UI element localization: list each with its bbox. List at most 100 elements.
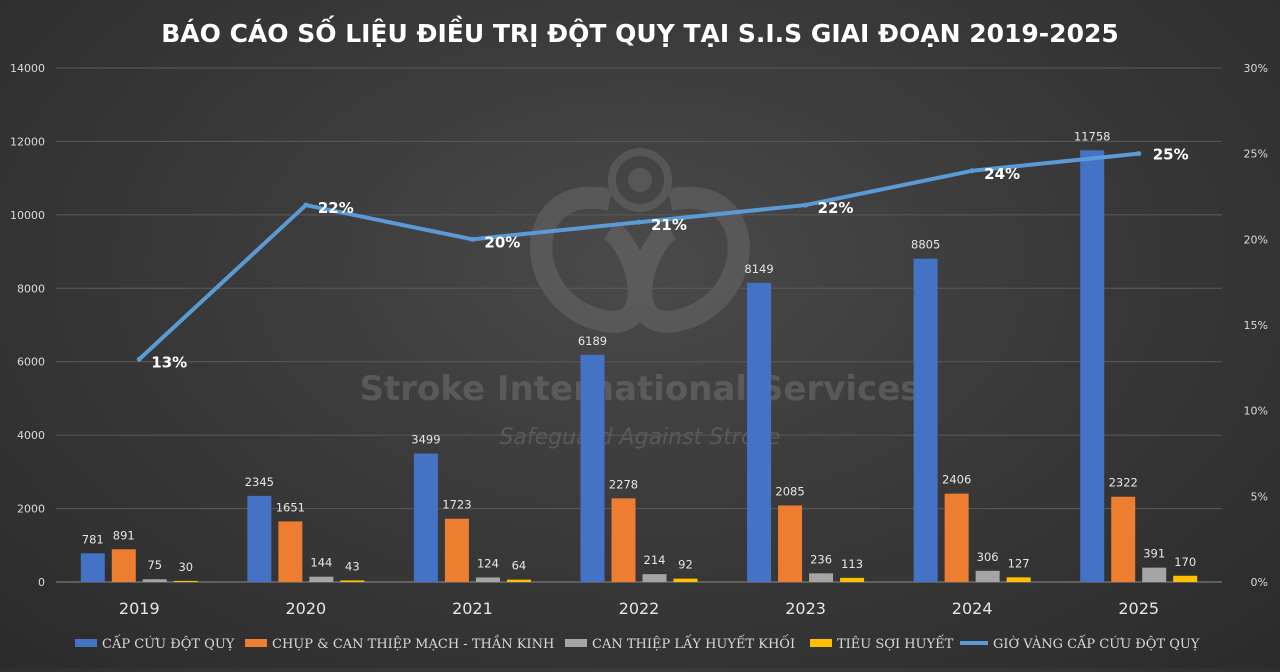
- bar-value-label: 306: [977, 550, 999, 564]
- bar-value-label: 8149: [744, 262, 773, 276]
- watermark-logo-icon: [530, 148, 750, 333]
- bar-value-label: 8805: [911, 238, 940, 252]
- bar-value-label: 92: [678, 558, 693, 572]
- bar: [247, 495, 272, 582]
- category-label: 2023: [785, 599, 826, 618]
- line-value-label: 13%: [151, 353, 187, 371]
- bar: [1006, 577, 1031, 582]
- line-point: [303, 202, 309, 208]
- bar: [913, 258, 938, 582]
- bar-value-label: 43: [345, 559, 360, 573]
- bar: [642, 574, 667, 582]
- bar-value-label: 2278: [609, 477, 638, 491]
- bar-value-label: 2406: [942, 473, 971, 487]
- bar: [747, 282, 772, 582]
- legend-label: CAN THIỆP LẤY HUYẾT KHỐI: [592, 634, 795, 652]
- bar-value-label: 214: [644, 553, 666, 567]
- watermark-tagline: Safeguard Against Stroke: [499, 425, 780, 450]
- line-point: [803, 202, 809, 208]
- bar: [142, 579, 167, 582]
- bar: [111, 549, 136, 582]
- bar-value-label: 113: [841, 557, 863, 571]
- bar: [340, 580, 365, 582]
- bar-value-label: 2345: [245, 475, 274, 489]
- bar: [475, 577, 500, 582]
- left-tick-label: 2000: [17, 503, 45, 516]
- gridlines: [56, 67, 1222, 583]
- bar: [173, 580, 198, 582]
- bar: [673, 578, 698, 582]
- legend-swatch: [75, 639, 97, 647]
- bar-value-label: 2322: [1109, 476, 1138, 490]
- left-tick-label: 12000: [10, 135, 45, 148]
- bar-value-label: 236: [810, 552, 832, 566]
- bar-value-label: 1651: [276, 500, 305, 514]
- bar-value-label: 144: [310, 556, 332, 570]
- bar-value-label: 170: [1174, 555, 1196, 569]
- bar-value-label: 891: [113, 528, 135, 542]
- line-point: [469, 236, 475, 242]
- legend-label: CHỤP & CAN THIỆP MẠCH - THẦN KINH: [272, 634, 554, 652]
- bar: [840, 577, 865, 582]
- bar: [1142, 567, 1167, 582]
- right-tick-label: 20%: [1244, 233, 1268, 246]
- category-label: 2025: [1118, 599, 1159, 618]
- bar: [1080, 150, 1105, 583]
- line-value-label: 25%: [1153, 146, 1189, 164]
- bar: [580, 354, 605, 582]
- bar-value-label: 3499: [411, 433, 440, 447]
- right-axis: 0% 5% 10% 15% 20% 25% 30%: [1244, 62, 1268, 589]
- chart-title: BÁO CÁO SỐ LIỆU ĐIỀU TRỊ ĐỘT QUỴ TẠI S.I…: [161, 15, 1119, 48]
- bar-value-label: 11758: [1074, 129, 1111, 143]
- bar-value-label: 2085: [775, 484, 804, 498]
- category-label: 2019: [119, 599, 160, 618]
- line-point: [136, 356, 142, 362]
- right-tick-label: 0%: [1251, 576, 1268, 589]
- bar: [778, 505, 803, 582]
- bar-value-label: 124: [477, 556, 499, 570]
- bar-value-label: 127: [1008, 556, 1030, 570]
- line-point: [969, 168, 975, 174]
- legend-swatch: [810, 639, 832, 647]
- bar: [944, 493, 969, 582]
- left-tick-label: 10000: [10, 209, 45, 222]
- line-value-label: 20%: [484, 233, 520, 251]
- bar: [413, 453, 438, 582]
- left-axis: 0 2000 4000 6000 8000 10000 12000 14000: [10, 62, 45, 589]
- bar: [1111, 496, 1136, 582]
- line-series: 13% 22% 20% 21% 22% 24% 25%: [136, 146, 1189, 371]
- bar-value-label: 75: [147, 558, 162, 572]
- category-label: 2024: [952, 599, 993, 618]
- line-point: [636, 219, 642, 225]
- bar-value-label: 30: [178, 560, 193, 574]
- line-value-label: 22%: [818, 199, 854, 217]
- right-tick-label: 30%: [1244, 62, 1268, 75]
- legend-swatch: [565, 639, 587, 647]
- left-tick-label: 6000: [17, 356, 45, 369]
- bar-value-label: 6189: [578, 334, 607, 348]
- legend-swatch: [245, 639, 267, 647]
- line-point: [1136, 151, 1142, 157]
- watermark-name: Stroke International Services: [359, 369, 920, 409]
- left-tick-label: 0: [38, 576, 45, 589]
- bar: [278, 521, 303, 582]
- category-label: 2021: [452, 599, 493, 618]
- bar: [80, 553, 105, 582]
- right-tick-label: 25%: [1244, 148, 1268, 161]
- bar-value-label: 1723: [442, 498, 471, 512]
- bar: [309, 576, 334, 582]
- right-tick-label: 10%: [1244, 405, 1268, 418]
- bar: [975, 570, 1000, 582]
- category-labels: 2019 2020 2021 2022 2023 2024 2025: [119, 599, 1159, 618]
- bar: [611, 498, 636, 582]
- bar: [444, 518, 469, 582]
- bar-value-label: 391: [1143, 547, 1165, 561]
- left-tick-label: 14000: [10, 62, 45, 75]
- legend-label: GIỜ VÀNG CẤP CỨU ĐỘT QUỴ: [993, 634, 1200, 652]
- bar-value-label: 64: [512, 559, 527, 573]
- category-label: 2022: [619, 599, 660, 618]
- line-value-label: 22%: [318, 199, 354, 217]
- line-value-label: 24%: [984, 165, 1020, 183]
